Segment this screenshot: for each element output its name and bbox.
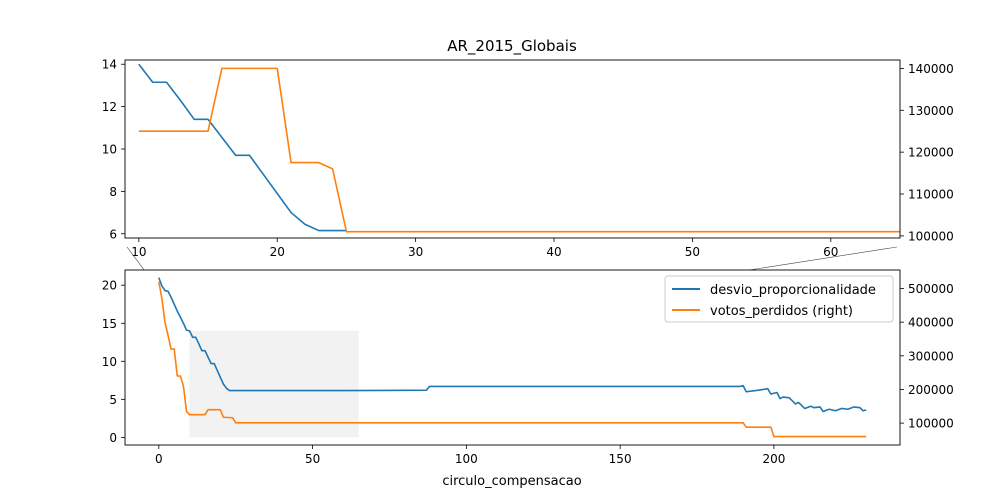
bottom-x-tick-label: 200 — [762, 452, 785, 466]
top-x-tick-label: 30 — [408, 245, 423, 259]
top-plot-area — [125, 60, 900, 238]
bottom-y-right-tick-label: 300000 — [908, 349, 954, 363]
bottom-y-right-tick-label: 400000 — [908, 316, 954, 330]
bottom-y-left-tick-label: 15 — [102, 317, 117, 331]
legend-box — [664, 275, 894, 323]
top-y-right-tick-label: 120000 — [908, 146, 954, 160]
top-x-tick-label: 60 — [823, 245, 838, 259]
bottom-series-line-votos — [158, 281, 867, 438]
bottom-x-tick-label: 50 — [305, 452, 320, 466]
bottom-plot-frame — [124, 269, 901, 446]
top-x-tick-label: 20 — [270, 245, 285, 259]
top-y-left-tick-label: 10 — [102, 143, 117, 157]
top-x-tick-label: 50 — [685, 245, 700, 259]
top-y-right-tick-label: 110000 — [908, 188, 954, 202]
bottom-y-left-tick-label: 20 — [102, 279, 117, 293]
top-series-line-votos — [138, 67, 900, 233]
zoom-highlight-region — [189, 330, 359, 438]
bottom-series-line-desvio — [158, 277, 867, 413]
top-y-right-tick-label: 130000 — [908, 104, 954, 118]
top-y-right-tick-label: 140000 — [908, 62, 954, 76]
top-y-right-tick-label: 100000 — [908, 229, 954, 243]
bottom-y-left-tick-label: 0 — [109, 431, 117, 445]
bottom-y-right-tick-label: 100000 — [908, 417, 954, 431]
top-y-left-tick-label: 12 — [102, 100, 117, 114]
x-axis-label: circulo_compensacao — [442, 474, 581, 489]
bottom-y-left-tick-label: 10 — [102, 355, 117, 369]
legend-label-desvio: desvio_proporcionalidade — [710, 283, 876, 298]
top-y-left-tick-label: 14 — [102, 58, 117, 72]
chart-title: AR_2015_Globais — [447, 37, 577, 56]
bottom-chart: 0 50 100 150 200 0 5 10 15 20 100000 200000 300000… — [102, 269, 954, 489]
top-x-tick-label: 10 — [131, 245, 146, 259]
bottom-x-tick-label: 100 — [455, 452, 478, 466]
bottom-y-right-tick-label: 200000 — [908, 383, 954, 397]
bottom-y-right-tick-label: 500000 — [908, 282, 954, 296]
top-x-tick-label: 40 — [546, 245, 561, 259]
top-y-left-tick-label: 8 — [109, 185, 117, 199]
legend-label-votos: votos_perdidos (right) — [710, 304, 853, 319]
top-y-left-tick-label: 6 — [109, 227, 117, 241]
bottom-x-tick-label: 0 — [155, 452, 163, 466]
bottom-x-tick-label: 150 — [609, 452, 632, 466]
bottom-y-left-tick-label: 5 — [109, 393, 117, 407]
top-chart: AR_2015_Globais 10 20 30 40 50 60 6 8 10 12 14 10… — [102, 37, 954, 259]
top-series-line-desvio — [138, 63, 347, 232]
legend: desvio_proporcionalidade votos_perdidos … — [664, 275, 894, 323]
